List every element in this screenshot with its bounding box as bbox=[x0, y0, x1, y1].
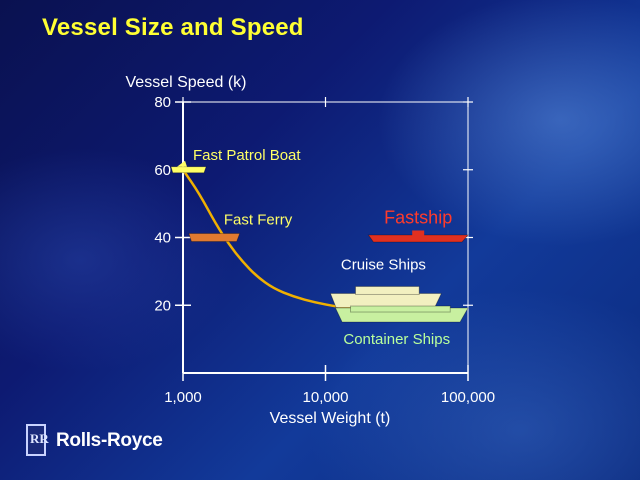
y-tick-label: 20 bbox=[154, 297, 171, 314]
fast-patrol-boat-mast bbox=[177, 160, 187, 167]
trend-curve-layer bbox=[181, 169, 363, 312]
trend-curve bbox=[181, 169, 363, 312]
y-tick-label: 60 bbox=[154, 162, 171, 179]
fast-ferry-label: Fast Ferry bbox=[224, 212, 293, 229]
x-axis-title: Vessel Weight (t) bbox=[270, 410, 391, 427]
x-tick-label: 100,000 bbox=[441, 389, 495, 406]
y-axis-title: Vessel Speed (k) bbox=[126, 74, 247, 91]
cruise-ships-deck bbox=[355, 285, 420, 295]
fast-patrol-boat-mark bbox=[170, 166, 207, 174]
y-tick-label: 40 bbox=[154, 230, 171, 247]
chart-labels: 20 40 60 80 1,000 10,000 100,000 Vessel Speed (… bbox=[126, 74, 496, 427]
fastship-bridge bbox=[412, 230, 425, 236]
y-tick-label: 80 bbox=[154, 94, 171, 111]
rr-badge-icon: RR bbox=[26, 424, 49, 456]
fastship-mark bbox=[367, 234, 469, 243]
container-ships-stack bbox=[350, 305, 451, 313]
x-tick-label: 10,000 bbox=[303, 389, 349, 406]
brand-name: Rolls-Royce bbox=[56, 430, 163, 451]
x-tick-label: 1,000 bbox=[164, 389, 202, 406]
fastship-label: Fastship bbox=[384, 208, 452, 228]
rolls-royce-logo: RR Rolls-Royce bbox=[26, 424, 176, 460]
cruise-ships-mark bbox=[329, 293, 442, 308]
container-ships-label: Container Ships bbox=[343, 331, 450, 348]
slide-title: Vessel Size and Speed bbox=[42, 14, 304, 41]
cruise-ships-label: Cruise Ships bbox=[341, 256, 426, 273]
fast-patrol-boat-label: Fast Patrol Boat bbox=[193, 147, 301, 164]
vessel-marks bbox=[170, 160, 469, 323]
rr-badge-text: RR bbox=[30, 431, 49, 446]
fast-ferry-mark bbox=[188, 233, 241, 242]
